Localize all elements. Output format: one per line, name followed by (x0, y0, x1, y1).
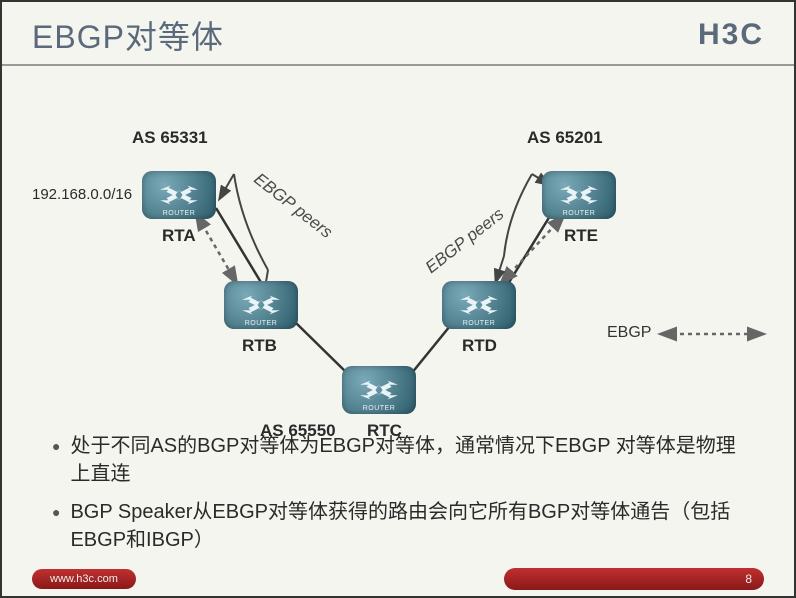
footer-bar: 8 (504, 568, 764, 590)
router-label-rtb: RTB (242, 336, 277, 356)
brand-logo: H3C (698, 18, 764, 52)
router-label-rtd: RTD (462, 336, 497, 356)
router-label-rtc: RTC (367, 421, 402, 441)
legend: EBGP (607, 324, 651, 342)
bullet-text: BGP Speaker从EBGP对等体获得的路由会向它所有BGP对等体通告（包括… (70, 498, 754, 554)
as-label-65550: AS 65550 (260, 421, 336, 441)
router-rtb (224, 281, 298, 329)
ip-prefix-label: 192.168.0.0/16 (32, 186, 132, 203)
bullet-item: BGP Speaker从EBGP对等体获得的路由会向它所有BGP对等体通告（包括… (52, 498, 754, 554)
footer-url: www.h3c.com (32, 569, 136, 589)
network-diagram: RTARTBRTCRTDRTE AS 65331 AS 65201 AS 655… (2, 66, 794, 426)
as-label-65331: AS 65331 (132, 128, 208, 148)
slide-title: EBGP对等体 (32, 12, 224, 58)
legend-text: EBGP (607, 324, 651, 342)
router-label-rte: RTE (564, 226, 598, 246)
router-rtc (342, 366, 416, 414)
router-rta (142, 171, 216, 219)
slide-footer: www.h3c.com 8 (32, 568, 764, 590)
router-rte (542, 171, 616, 219)
router-label-rta: RTA (162, 226, 196, 246)
page-number: 8 (745, 572, 752, 586)
as-label-65201: AS 65201 (527, 128, 603, 148)
router-rtd (442, 281, 516, 329)
slide-header: EBGP对等体 H3C (2, 2, 794, 66)
